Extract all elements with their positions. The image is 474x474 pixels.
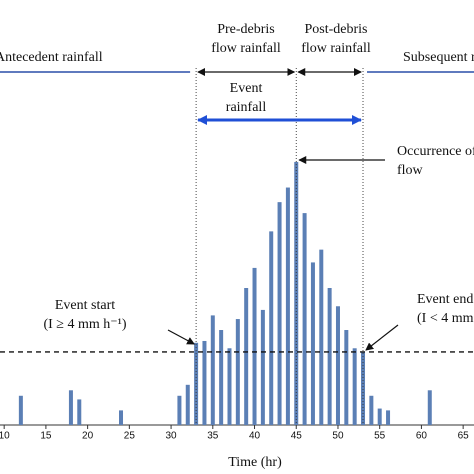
bar (219, 330, 224, 425)
bar (310, 262, 315, 425)
x-tick-label: 60 (416, 431, 428, 442)
annotation: (I < 4 mm h⁻¹) (417, 311, 474, 326)
bar (377, 408, 382, 425)
bar (302, 213, 307, 425)
bar (177, 395, 182, 425)
annotation: Pre-debris (217, 22, 275, 37)
annotation: flow rainfall (301, 41, 371, 56)
annotation: Event (230, 81, 263, 96)
bar (252, 267, 257, 425)
end-arrow (365, 324, 399, 351)
bar (244, 288, 249, 425)
x-tick-label: 65 (458, 431, 470, 442)
bar (260, 309, 265, 425)
bar (235, 319, 240, 425)
bar (335, 306, 340, 425)
x-tick-label: 25 (124, 431, 136, 442)
x-tick-label: 35 (207, 431, 219, 442)
bar (202, 340, 207, 425)
annotation: Post-debris (305, 22, 368, 37)
x-axis-label: Time (hr) (228, 455, 282, 470)
annotation: Event end (417, 292, 473, 307)
x-tick-label: 15 (40, 431, 52, 442)
x-tick-label: 50 (332, 431, 344, 442)
bar (185, 384, 190, 425)
bar (369, 395, 374, 425)
bar (68, 390, 73, 425)
annotation: Occurrence of debris (397, 144, 474, 159)
annotation: Antecedent rainfall (0, 50, 103, 65)
bar (269, 231, 274, 425)
bar (327, 288, 332, 425)
x-tick-label: 10 (0, 431, 10, 442)
bar (277, 202, 282, 425)
bar (210, 315, 215, 425)
annotation: flow rainfall (211, 41, 281, 56)
annotation: (I ≥ 4 mm h⁻¹) (43, 317, 126, 332)
bar (119, 410, 124, 425)
x-tick-label: 30 (166, 431, 178, 442)
annotation: rainfall (226, 100, 267, 115)
annotation: Subsequent rainfall (403, 50, 474, 65)
bar (361, 351, 366, 425)
x-tick-label: 55 (374, 431, 386, 442)
bar (77, 399, 82, 425)
x-tick-label: 45 (291, 431, 303, 442)
bar (18, 395, 23, 425)
x-tick-label: 40 (249, 431, 261, 442)
bar (285, 187, 290, 425)
bar (352, 348, 357, 425)
bar (319, 249, 324, 425)
annotation: Event start (55, 298, 115, 313)
annotation: flow (397, 163, 424, 178)
start-arrow (167, 329, 195, 345)
x-tick-label: 20 (82, 431, 94, 442)
bar (227, 348, 232, 425)
bar (344, 330, 349, 425)
bar (386, 410, 391, 425)
bar (427, 390, 432, 425)
